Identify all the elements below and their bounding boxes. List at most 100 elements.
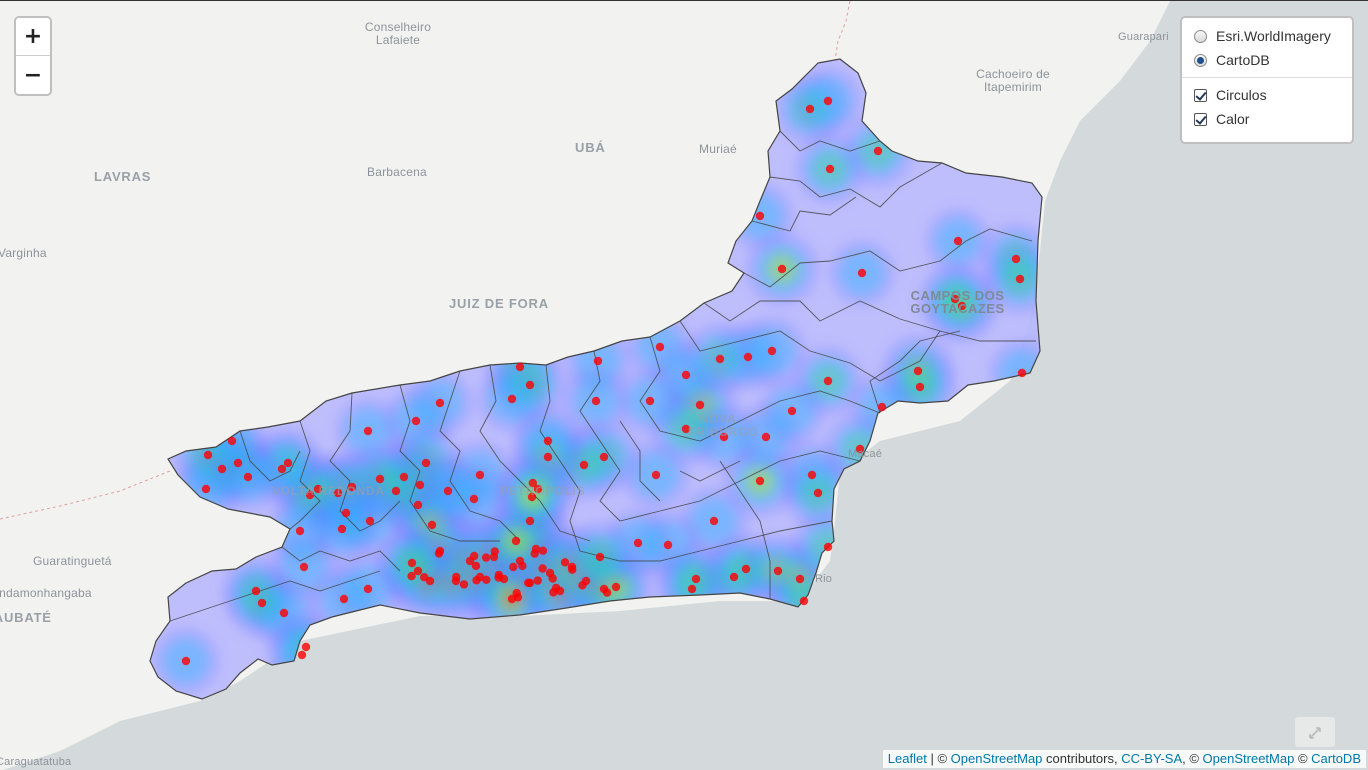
circle-marker[interactable] [578, 581, 587, 590]
circle-marker[interactable] [472, 576, 481, 585]
circle-marker[interactable] [602, 588, 612, 597]
circle-marker[interactable] [443, 486, 453, 496]
circle-marker[interactable] [1017, 368, 1027, 378]
circle-marker[interactable] [201, 484, 211, 494]
circle-marker[interactable] [579, 460, 589, 470]
circle-marker[interactable] [524, 578, 533, 587]
base-layer-option[interactable]: Esri.WorldImagery [1194, 24, 1342, 48]
circle-marker[interactable] [1011, 254, 1021, 264]
circle-marker[interactable] [471, 561, 481, 571]
circle-marker[interactable] [533, 484, 543, 494]
circle-marker[interactable] [755, 211, 765, 221]
circle-marker[interactable] [301, 642, 311, 652]
checkbox[interactable] [1194, 112, 1207, 126]
circle-marker[interactable] [413, 566, 423, 576]
circle-marker[interactable] [297, 650, 307, 660]
circle-marker[interactable] [333, 488, 343, 498]
circle-marker[interactable] [507, 394, 517, 404]
circle-marker[interactable] [515, 362, 525, 372]
circle-marker[interactable] [795, 574, 805, 584]
circle-marker[interactable] [825, 164, 835, 174]
circle-marker[interactable] [681, 370, 691, 380]
osm-link[interactable]: OpenStreetMap [1202, 751, 1295, 766]
circle-marker[interactable] [709, 516, 719, 526]
circle-marker[interactable] [527, 492, 537, 502]
circle-marker[interactable] [805, 104, 815, 114]
circle-marker[interactable] [655, 342, 665, 352]
circle-marker[interactable] [543, 436, 553, 446]
circle-marker[interactable] [593, 356, 603, 366]
circle-marker[interactable] [807, 470, 817, 480]
circle-marker[interactable] [857, 268, 867, 278]
circle-marker[interactable] [299, 562, 309, 572]
circle-marker[interactable] [279, 608, 289, 618]
circle-marker[interactable] [651, 470, 661, 480]
circle-marker[interactable] [533, 576, 542, 585]
circle-marker[interactable] [347, 482, 357, 492]
circle-marker[interactable] [1015, 274, 1025, 284]
circle-marker[interactable] [415, 480, 425, 490]
circle-marker[interactable] [525, 380, 535, 390]
circle-marker[interactable] [950, 294, 960, 304]
circle-marker[interactable] [877, 402, 887, 412]
overlay-option[interactable]: Circulos [1194, 83, 1342, 107]
zoom-in-button[interactable]: + [16, 18, 50, 56]
circle-marker[interactable] [743, 352, 753, 362]
circle-marker[interactable] [549, 588, 558, 597]
circle-marker[interactable] [470, 551, 479, 561]
circle-marker[interactable] [873, 146, 883, 156]
circle-marker[interactable] [305, 490, 315, 500]
circle-marker[interactable] [687, 584, 697, 594]
license-link[interactable]: CC-BY-SA [1121, 751, 1183, 766]
circle-marker[interactable] [511, 536, 521, 546]
circle-marker[interactable] [243, 472, 253, 482]
circle-marker[interactable] [227, 436, 237, 446]
circle-marker[interactable] [518, 561, 527, 571]
circle-marker[interactable] [599, 452, 609, 462]
osm-link[interactable]: OpenStreetMap [950, 751, 1043, 766]
circle-marker[interactable] [435, 398, 445, 408]
circle-marker[interactable] [509, 562, 518, 572]
circle-marker[interactable] [715, 354, 725, 364]
radio-button[interactable] [1194, 53, 1207, 67]
circle-marker[interactable] [695, 400, 705, 410]
circle-marker[interactable] [855, 444, 865, 454]
circle-marker[interactable] [913, 366, 923, 376]
circle-marker[interactable] [434, 549, 444, 558]
circle-marker[interactable] [363, 426, 373, 436]
circle-marker[interactable] [341, 508, 351, 518]
base-layer-option[interactable]: CartoDB [1194, 48, 1342, 72]
circle-marker[interactable] [181, 656, 191, 666]
circle-marker[interactable] [611, 582, 621, 592]
circle-marker[interactable] [420, 573, 429, 582]
circle-marker[interactable] [399, 472, 409, 482]
circle-marker[interactable] [459, 580, 469, 589]
circle-marker[interactable] [741, 564, 751, 574]
circle-marker[interactable] [957, 301, 967, 311]
circle-marker[interactable] [823, 96, 833, 106]
circle-marker[interactable] [645, 396, 655, 406]
circle-marker[interactable] [767, 346, 777, 356]
circle-marker[interactable] [257, 598, 267, 608]
circle-marker[interactable] [823, 376, 833, 386]
circle-marker[interactable] [295, 526, 305, 536]
circle-marker[interactable] [538, 546, 548, 555]
circle-marker[interactable] [787, 406, 797, 416]
overlay-option[interactable]: Calor [1194, 107, 1342, 131]
circle-marker[interactable] [560, 558, 570, 567]
circle-marker[interactable] [407, 558, 417, 568]
fullscreen-button[interactable] [1295, 717, 1335, 747]
circle-marker[interactable] [691, 574, 701, 584]
circle-marker[interactable] [233, 458, 243, 468]
circle-marker[interactable] [283, 458, 293, 468]
circle-marker[interactable] [773, 566, 783, 576]
circle-marker[interactable] [363, 584, 373, 594]
circle-marker[interactable] [777, 264, 787, 274]
circle-marker[interactable] [277, 464, 287, 474]
carto-link[interactable]: CartoDB [1311, 751, 1361, 766]
circle-marker[interactable] [375, 474, 385, 484]
circle-marker[interactable] [490, 547, 499, 556]
leaflet-link[interactable]: Leaflet [887, 751, 927, 766]
